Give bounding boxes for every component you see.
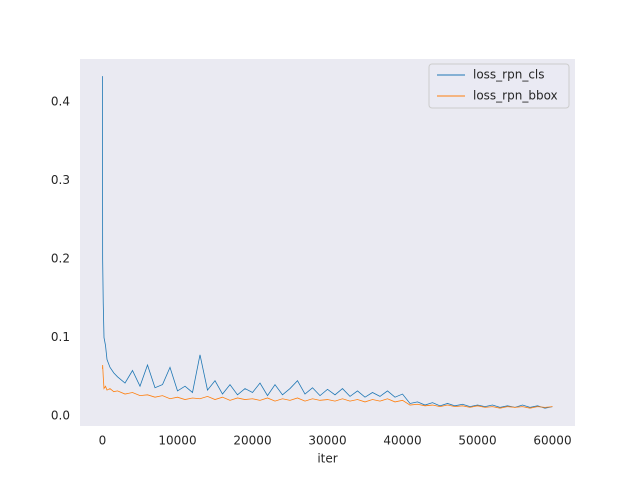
series-line (102, 76, 553, 409)
x-tick-label: 60000 (533, 434, 571, 448)
plot-area (80, 59, 575, 426)
x-tick-label: 20000 (233, 434, 271, 448)
series-line (102, 364, 553, 409)
y-tick-label: 0.3 (51, 173, 70, 187)
x-tick-label: 40000 (383, 434, 421, 448)
x-tick-label: 10000 (158, 434, 196, 448)
x-tick-label: 50000 (458, 434, 496, 448)
x-axis-label: iter (317, 452, 337, 466)
y-tick-label: 0.0 (51, 409, 70, 423)
y-tick-label: 0.2 (51, 252, 70, 266)
legend-label: loss_rpn_cls (473, 68, 545, 82)
x-tick-label: 0 (99, 434, 107, 448)
y-tick-label: 0.1 (51, 330, 70, 344)
legend-label: loss_rpn_bbox (473, 89, 558, 103)
x-tick-label: 30000 (308, 434, 346, 448)
y-tick-label: 0.4 (51, 95, 70, 109)
